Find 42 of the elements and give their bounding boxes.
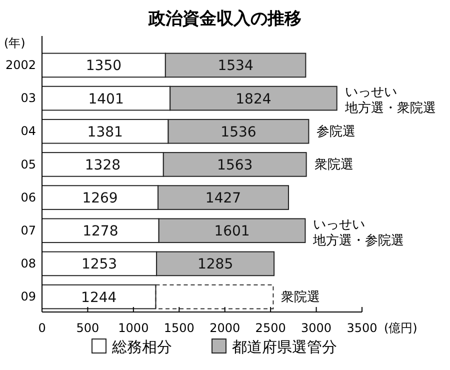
annotation: 衆院選: [281, 290, 320, 305]
data-label: 1269: [82, 190, 118, 207]
x-tick-label: 2000: [210, 320, 240, 335]
chart-title: 政治資金収入の推移: [148, 9, 302, 29]
annotation: 参院選: [316, 124, 356, 140]
y-tick-label: 06: [20, 190, 36, 204]
data-label: 1563: [217, 157, 253, 174]
data-label: 1427: [205, 190, 242, 207]
y-tick-label: 09: [20, 290, 36, 304]
x-axis-title: (億円): [384, 321, 418, 335]
legend-label: 総務相分: [111, 338, 172, 356]
y-tick-label: 03: [20, 91, 36, 106]
annotation: 衆院選: [314, 157, 354, 172]
annotation: いっせい地方選・参院選: [312, 218, 404, 249]
y-tick-label: 07: [20, 223, 36, 238]
y-tick-label: 2002: [5, 58, 36, 72]
x-tick-label: 1500: [164, 320, 194, 335]
data-label: 1244: [81, 290, 117, 306]
data-label: 1328: [84, 157, 121, 174]
data-label: 1253: [81, 256, 118, 273]
bar: [42, 284, 156, 310]
data-label: 1824: [236, 91, 272, 108]
y-tick-label: 04: [20, 124, 36, 138]
x-tick-label: 0: [38, 320, 46, 335]
data-label: 1278: [82, 224, 118, 240]
data-label: 1534: [218, 58, 254, 74]
y-tick-label: 08: [20, 256, 36, 271]
x-tick-label: 3000: [301, 320, 332, 335]
annotation: いっせい地方選・衆院選: [344, 85, 436, 116]
y-tick-label: 05: [20, 157, 36, 172]
x-tick-label: 3500: [346, 320, 378, 335]
x-tick-label: 500: [76, 320, 100, 335]
data-label: 1536: [220, 124, 256, 140]
data-label: 1381: [87, 124, 123, 140]
data-label: 1401: [88, 91, 124, 108]
data-label: 1601: [214, 224, 250, 240]
y-axis-title: (年): [4, 36, 26, 50]
data-label: 1285: [197, 256, 234, 273]
data-label: 1350: [86, 58, 122, 74]
x-tick-label: 1000: [118, 320, 149, 335]
legend-label: 都道府県選管分: [232, 338, 337, 356]
x-tick-label: 2500: [255, 320, 286, 335]
